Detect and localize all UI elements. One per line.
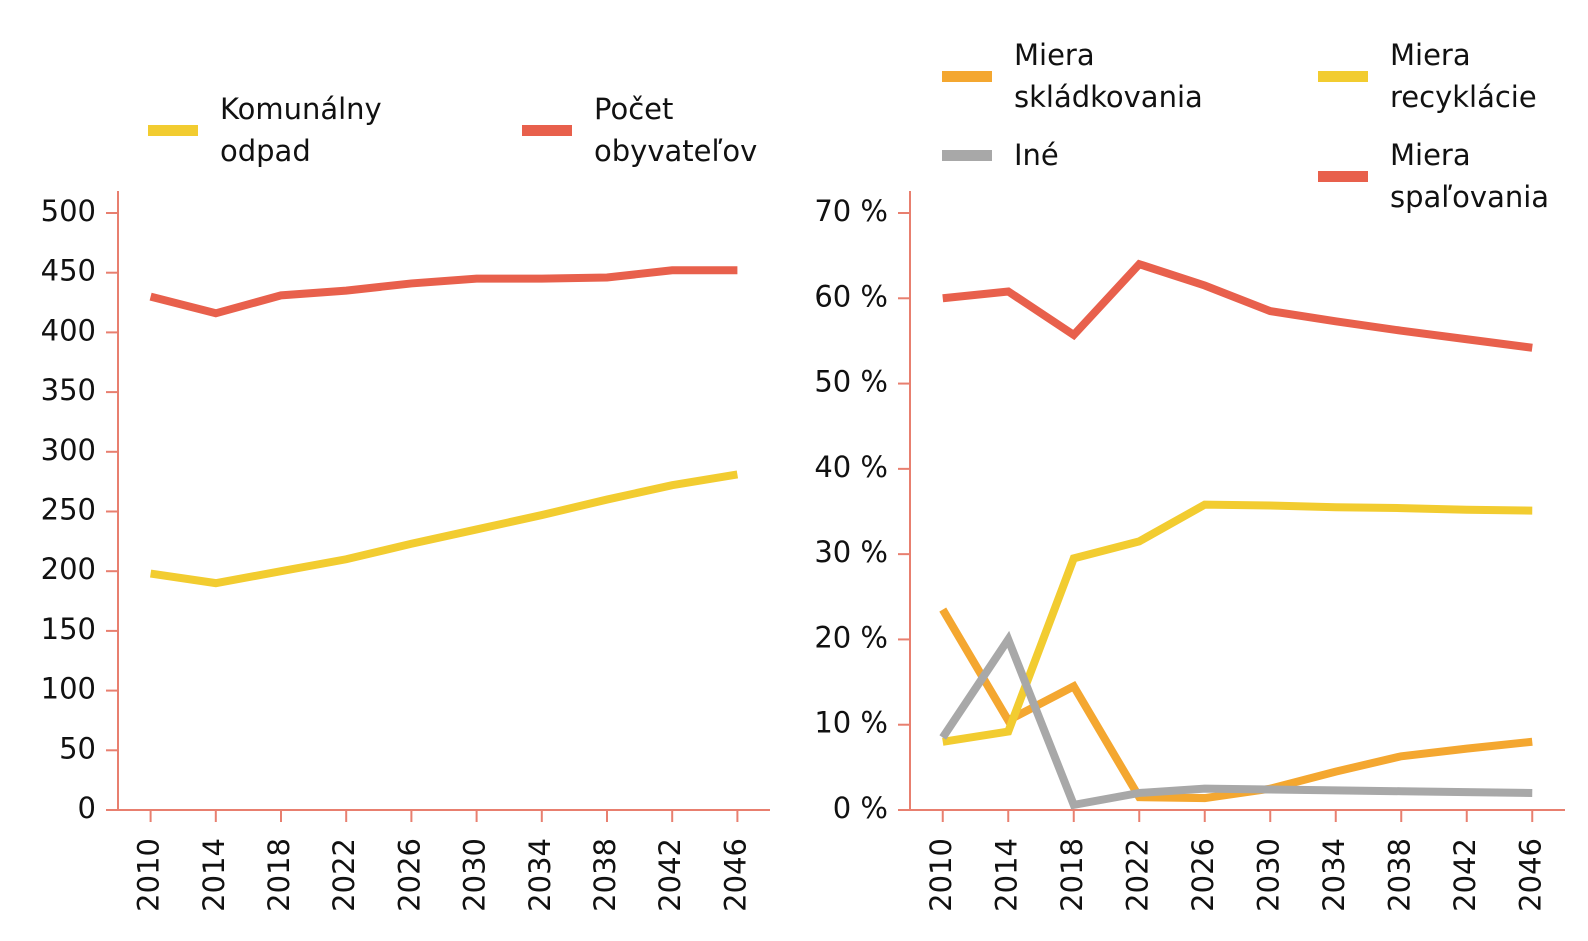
data-line	[942, 500, 1533, 746]
data-line	[939, 630, 1533, 810]
x-tick-label: 2046	[718, 838, 752, 912]
y-tick-label: 450	[41, 254, 96, 288]
x-tick-label: 2010	[132, 838, 166, 912]
data-line	[150, 470, 739, 588]
x-tick-label: 2022	[327, 838, 361, 912]
y-tick-label: 100	[41, 672, 96, 706]
x-tick-label: 2042	[1448, 838, 1482, 912]
legend-item: Počet obyvateľov	[522, 88, 794, 172]
x-tick-label: 2014	[989, 838, 1023, 912]
legend-item: Komunálny odpad	[148, 88, 420, 172]
legend-label: Miera recyklácie	[1390, 38, 1537, 114]
legend-swatch	[148, 124, 198, 136]
x-tick-label: 2034	[1317, 838, 1351, 912]
y-tick-label: 10 %	[814, 706, 888, 740]
x-tick-label: 2022	[1120, 838, 1154, 912]
x-tick-label: 2026	[1186, 838, 1220, 912]
legend-label: Miera skládkovania	[1014, 38, 1203, 114]
y-tick-label: 500	[41, 194, 96, 228]
x-tick-label: 2030	[1251, 838, 1285, 912]
y-tick-label: 50	[59, 731, 96, 765]
data-line	[149, 266, 738, 318]
y-tick-label: 70 %	[814, 194, 888, 228]
legend-label: Počet obyvateľov	[594, 92, 758, 168]
legend-item: Iné	[942, 134, 1214, 176]
legend-item: Miera skládkovania	[942, 34, 1214, 118]
y-tick-label: 350	[41, 373, 96, 407]
y-tick-label: 30 %	[814, 535, 888, 569]
x-tick-label: 2046	[1513, 838, 1547, 912]
x-tick-label: 2014	[197, 838, 231, 912]
y-tick-label: 150	[41, 612, 96, 646]
x-tick-label: 2018	[262, 838, 296, 912]
x-tick-label: 2038	[1382, 838, 1416, 912]
y-tick-label: 50 %	[814, 365, 888, 399]
x-tick-label: 2018	[1055, 838, 1089, 912]
x-tick-label: 2026	[392, 838, 426, 912]
data-line	[939, 607, 1533, 803]
legend-item: Miera spaľovania	[1318, 134, 1588, 218]
legend-swatch	[1318, 170, 1368, 182]
legend-swatch	[942, 70, 992, 82]
legend-label: Miera spaľovania	[1390, 138, 1550, 214]
legend-swatch	[522, 124, 572, 136]
legend-label: Komunálny odpad	[220, 92, 382, 168]
x-tick-label: 2010	[924, 838, 958, 912]
y-tick-label: 0 %	[833, 791, 888, 825]
legend-swatch	[1318, 70, 1368, 82]
y-tick-label: 300	[41, 433, 96, 467]
y-tick-label: 40 %	[814, 450, 888, 484]
legend-label: Iné	[1014, 138, 1059, 172]
y-tick-label: 400	[41, 313, 96, 347]
x-tick-label: 2038	[588, 838, 622, 912]
legend-swatch	[942, 149, 992, 161]
x-tick-label: 2042	[653, 838, 687, 912]
data-line	[942, 259, 1533, 352]
y-tick-label: 200	[41, 552, 96, 586]
x-tick-label: 2030	[458, 838, 492, 912]
y-tick-label: 20 %	[814, 620, 888, 654]
y-tick-label: 0	[78, 791, 96, 825]
legend-item: Miera recyklácie	[1318, 34, 1588, 118]
y-tick-label: 250	[41, 493, 96, 527]
x-tick-label: 2034	[523, 838, 557, 912]
y-tick-label: 60 %	[814, 279, 888, 313]
